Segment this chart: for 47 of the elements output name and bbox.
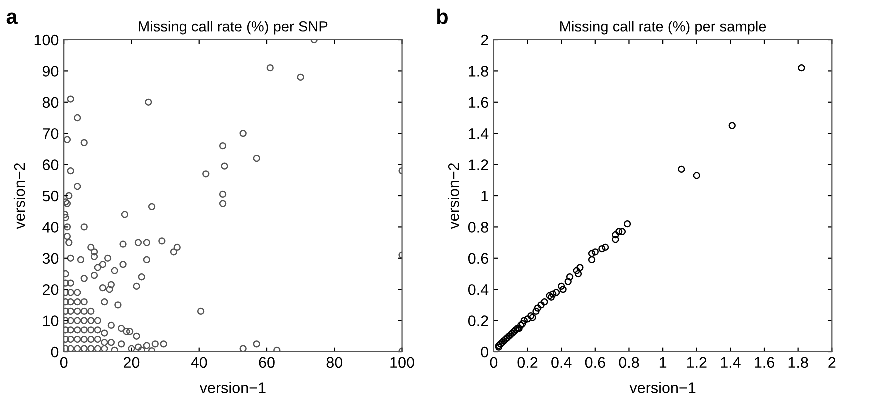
y-tick-label: 30	[42, 253, 59, 264]
chart-title: Missing call rate (%) per sample	[560, 21, 766, 35]
x-tick-label: 2	[828, 357, 836, 368]
y-tick-label: 2	[481, 34, 488, 46]
y-tick-label: 0.4	[468, 284, 489, 296]
x-tick-label: 100	[390, 357, 414, 368]
x-tick-label: 60	[259, 357, 275, 368]
x-tick-label: 1.8	[788, 357, 808, 368]
y-tick-label: 100	[34, 34, 59, 46]
x-tick-label: 40	[191, 357, 208, 368]
x-tick-label: 0	[490, 357, 498, 368]
x-tick-label: 0.4	[552, 357, 572, 368]
y-tick-label: 20	[42, 284, 59, 296]
y-tick-label: 1.6	[469, 97, 488, 108]
x-tick-label: 1.2	[687, 357, 707, 368]
y-tick-label: 0.2	[468, 316, 488, 326]
y-axis-title: version−2	[14, 163, 26, 230]
y-tick-label: 40	[42, 222, 59, 233]
y-tick-label: 0.6	[468, 253, 488, 264]
x-tick-label: 0.2	[518, 357, 538, 368]
y-tick-label: 80	[42, 97, 59, 108]
x-tick-label: 1.4	[721, 357, 741, 368]
x-axis-title: version−1	[200, 382, 266, 394]
x-tick-label: 80	[326, 357, 343, 368]
y-tick-label: 60	[43, 160, 59, 170]
y-tick-label: 1.2	[469, 160, 488, 170]
x-tick-label: 20	[124, 357, 140, 368]
y-tick-label: 1.8	[469, 66, 488, 77]
y-tick-label: 0	[481, 346, 488, 358]
y-tick-label: 0.8	[468, 222, 488, 233]
y-tick-label: 1	[482, 191, 488, 202]
chart-title: Missing call rate (%) per SNP	[139, 21, 328, 35]
text: a	[6, 12, 18, 24]
x-tick-label: 0	[60, 357, 68, 368]
y-axis-title: version−2	[448, 163, 460, 230]
y-tick-label: 10	[43, 316, 59, 326]
y-tick-label: 70	[43, 128, 59, 140]
x-tick-label: 1.6	[755, 357, 774, 368]
y-tick-label: 90	[42, 66, 59, 77]
y-tick-label: 50	[42, 190, 59, 202]
x-axis-title: version−1	[630, 382, 696, 394]
x-tick-label: 1	[660, 357, 667, 368]
y-tick-label: 1.4	[469, 128, 489, 140]
y-tick-label: 0	[51, 346, 59, 358]
text: b	[437, 8, 448, 24]
x-tick-label: 0.8	[619, 357, 640, 368]
x-tick-label: 0.6	[585, 357, 606, 368]
